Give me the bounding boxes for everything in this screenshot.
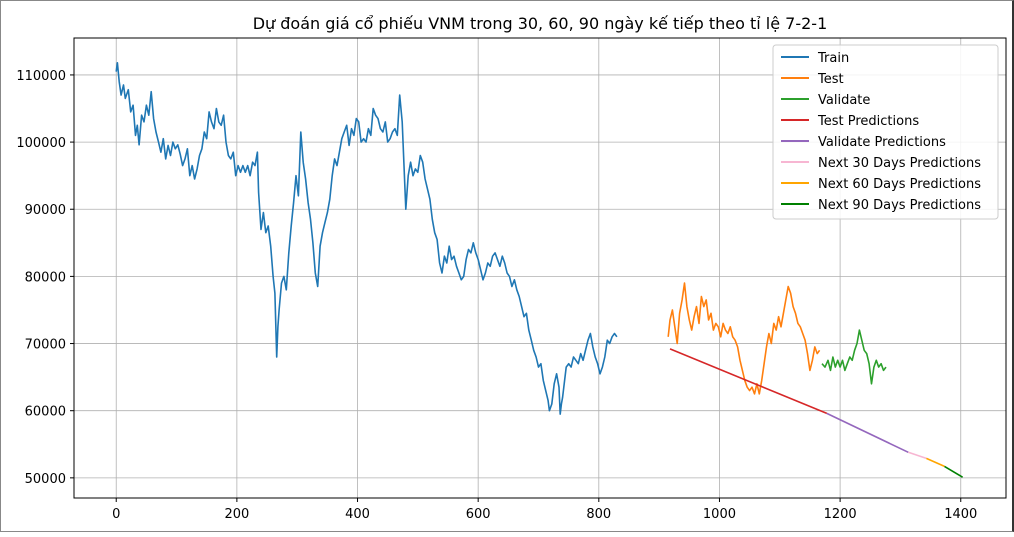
legend-label: Test Predictions [817,114,919,129]
x-tick-label: 200 [224,507,249,522]
legend-label: Validate [818,93,870,108]
y-tick-label: 100000 [16,136,66,151]
legend: Train Test Validate Test Predictions Validat… [772,44,999,220]
series-line-validate-predictions [826,412,909,454]
series-line-next-90-days-predictions [944,465,964,478]
tick-layer: 0 200 400 600 800 1000 1200 1400 50000 60000 70000… [16,69,977,522]
x-tick-label: 400 [345,507,370,522]
x-tick-label: 800 [586,507,611,522]
legend-label: Next 90 Days Predictions [818,198,981,213]
legend-label: Test [817,72,844,87]
legend-label: Validate Predictions [818,135,946,150]
y-tick-label: 50000 [25,472,66,487]
y-tick-label: 110000 [16,69,66,84]
legend-label: Next 30 Days Predictions [818,156,981,171]
x-tick-label: 1000 [703,507,736,522]
x-tick-label: 0 [112,507,120,522]
y-tick-label: 90000 [25,203,66,218]
series-layer [115,62,964,478]
chart-title: Dự đoán giá cổ phiếu VNM trong 30, 60, 9… [253,14,828,33]
legend-box [772,44,999,220]
y-tick-label: 60000 [25,405,66,420]
x-tick-label: 600 [466,507,491,522]
legend-label: Next 60 Days Predictions [818,177,981,192]
y-tick-label: 70000 [25,338,66,353]
x-tick-label: 1400 [944,507,977,522]
series-line-test [667,282,821,395]
series-line-validate [821,329,887,385]
series-line-next-60-days-predictions [926,457,945,468]
x-tick-label: 1200 [824,507,857,522]
series-line-next-30-days-predictions [908,451,927,460]
series-line-train [115,62,618,415]
plot-area [73,37,1007,499]
legend-label: Train [817,51,849,66]
y-tick-label: 80000 [25,270,66,285]
series-line-test-predictions [669,348,828,415]
